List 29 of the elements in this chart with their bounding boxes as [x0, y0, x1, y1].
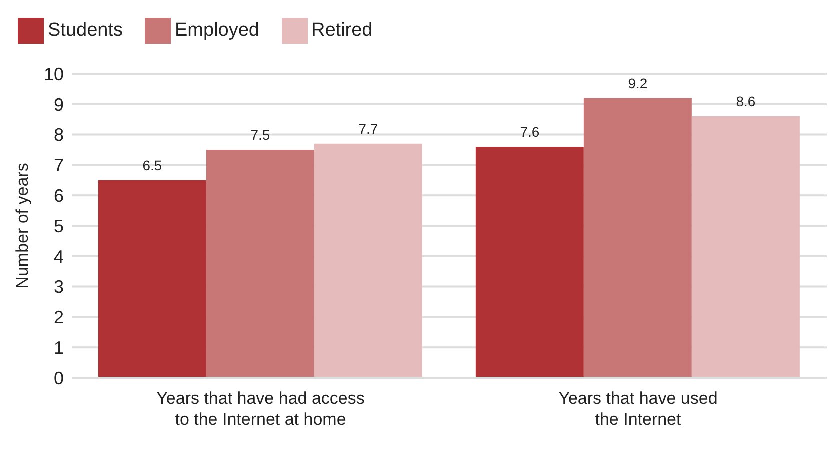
data-label: 9.2 [628, 75, 648, 92]
y-tick-label: 0 [54, 368, 64, 388]
y-tick-label: 10 [44, 64, 64, 84]
legend-label: Employed [175, 20, 260, 42]
y-tick-label: 9 [54, 94, 64, 115]
y-tick-label: 8 [54, 125, 64, 146]
y-tick-label: 4 [54, 246, 64, 267]
bar [692, 116, 800, 378]
y-tick-label: 3 [54, 277, 64, 298]
bar [476, 146, 584, 378]
bar [98, 180, 206, 378]
y-tick-label: 1 [54, 338, 64, 358]
bar [584, 98, 692, 378]
y-axis-title: Number of years [13, 163, 32, 289]
data-label: 7.6 [520, 124, 540, 140]
data-label: 8.6 [736, 94, 756, 110]
data-label: 7.7 [358, 120, 378, 137]
y-tick-label: 6 [54, 186, 64, 206]
y-tick-label: 7 [54, 156, 64, 176]
y-tick-label: 5 [54, 216, 64, 236]
x-tick-label: Years that have had access to the Internet at home [156, 389, 365, 429]
y-tick-label: 2 [54, 308, 64, 328]
bar [206, 150, 314, 378]
data-label: 7.5 [250, 127, 270, 143]
bar [314, 144, 422, 378]
legend-label: Students [48, 20, 123, 42]
legend-label: Retired [312, 20, 373, 42]
x-tick-label: Years that have used the Internet [558, 389, 718, 429]
data-label: 6.5 [142, 157, 162, 174]
